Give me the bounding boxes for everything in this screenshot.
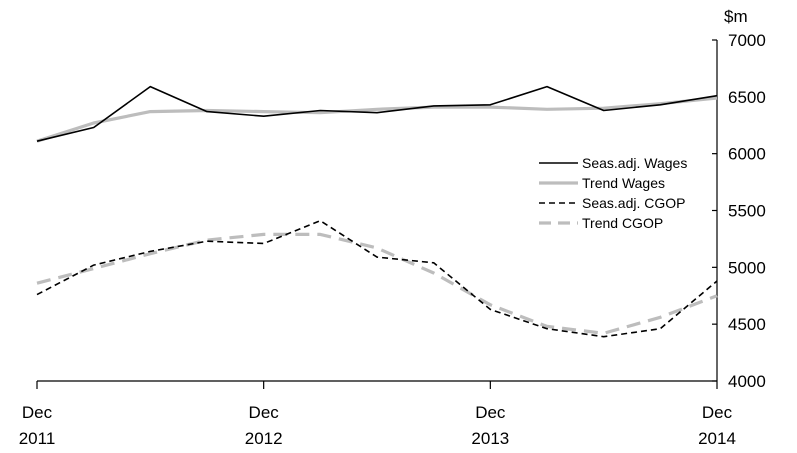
axes: $m 7000 6500 6000 5500 5000 4500 4000 Dec 2011 Dec… — [19, 7, 766, 448]
series-line-2 — [36, 219, 718, 338]
y-tick-label: 4000 — [728, 372, 766, 391]
y-unit-label: $m — [724, 7, 748, 26]
x-tick-label-month: Dec — [22, 403, 53, 422]
series-line-1 — [36, 96, 718, 143]
legend-label-3: Trend CGOP — [582, 215, 663, 231]
x-tick-label-year: 2012 — [245, 429, 283, 448]
x-tick-label-year: 2011 — [19, 429, 56, 448]
legend-label-1: Trend Wages — [582, 175, 665, 191]
x-tick-label-month: Dec — [702, 403, 733, 422]
legend: Seas.adj. Wages Trend Wages Seas.adj. CGOP… — [539, 155, 687, 231]
y-tick-label: 4500 — [728, 315, 766, 334]
legend-label-2: Seas.adj. CGOP — [582, 195, 686, 211]
x-tick-label-year: 2013 — [471, 429, 509, 448]
series-line-0 — [36, 85, 718, 142]
y-tick-label: 6000 — [728, 145, 766, 164]
y-tick-label: 6500 — [728, 88, 766, 107]
x-tick-label-year: 2014 — [698, 429, 736, 448]
y-tick-label: 7000 — [728, 31, 766, 50]
y-tick-label: 5500 — [728, 202, 766, 221]
x-tick-label-month: Dec — [475, 403, 506, 422]
x-tick-label-month: Dec — [249, 403, 280, 422]
y-tick-label: 5000 — [728, 258, 766, 277]
series-line-3 — [36, 232, 718, 335]
series-lines — [36, 85, 718, 338]
legend-label-0: Seas.adj. Wages — [582, 155, 687, 171]
